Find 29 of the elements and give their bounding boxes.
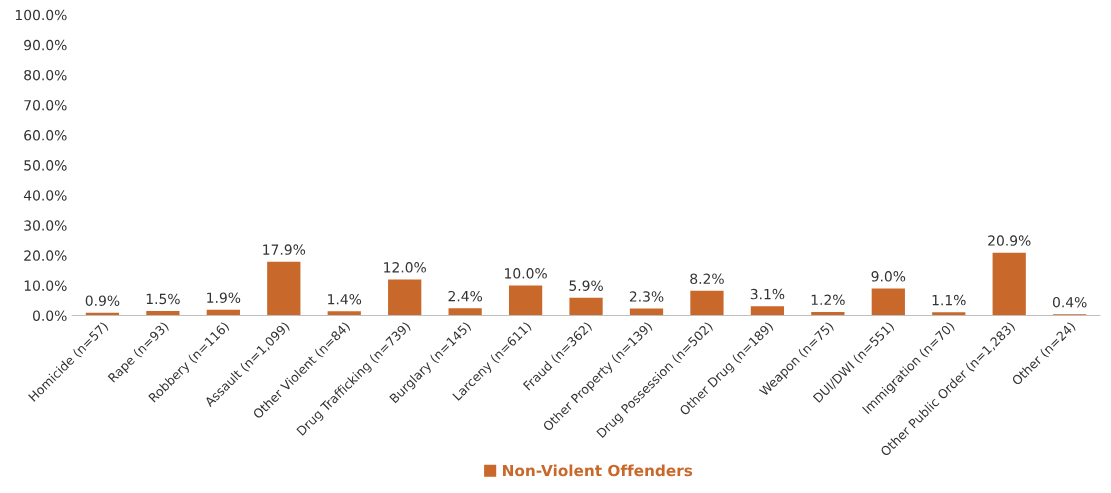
data-label: 2.4% [448,290,483,302]
data-label: 1.4% [328,293,362,305]
data-label: 20.9% [988,235,1031,246]
data-label: 12.0% [384,262,426,273]
data-label: 5.9% [569,280,603,291]
y-tick-label: 80.0% [24,69,67,81]
data-label: 1.9% [207,292,241,303]
data-label: 17.9% [263,244,306,255]
data-label: 0.4% [1052,296,1087,308]
y-tick-label: 90.0% [24,39,67,51]
data-label: 9.0% [871,271,906,282]
y-tick-label: 0.0% [32,310,67,321]
y-tick-label: 50.0% [24,160,67,171]
y-tick-label: 30.0% [24,220,67,231]
data-label: 1.5% [146,293,180,305]
data-label: 2.3% [629,291,664,302]
y-tick-label: 10.0% [24,280,67,291]
y-tick-label: 100.0% [15,9,67,21]
data-label: 10.0% [505,268,547,279]
data-label: 3.1% [750,288,785,300]
y-tick-label: 20.0% [24,250,67,261]
data-label: 1.1% [932,294,966,306]
y-tick-label: 40.0% [23,190,67,201]
data-label: 0.9% [85,295,120,306]
data-label: 1.2% [811,294,845,306]
legend-label: Non-Violent Offenders [503,464,693,477]
y-tick-label: 60.0% [24,130,67,141]
data-label: 8.2% [690,273,724,284]
y-tick-label: 70.0% [24,99,67,111]
